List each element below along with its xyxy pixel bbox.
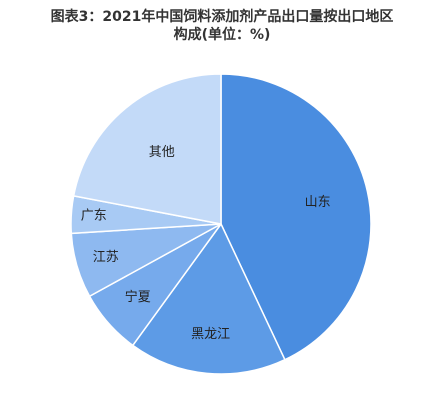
pie-slice-label-3: 宁夏 [125,289,151,305]
pie-slice-label-1: 山东 [305,195,331,210]
pie-slice-6 [72,73,222,225]
pie-slices [70,73,372,375]
pie-slice-1 [220,73,372,361]
pie-slice-label-4: 江苏 [93,249,119,265]
chart-title: 图表3：2021年中国饲料添加剂产品出口量按出口地区 构成(单位：%) [0,8,444,44]
pie-slice-label-6: 其他 [149,145,175,160]
pie-slice-2 [131,222,286,375]
pie-slice-label-5: 广东 [81,209,107,224]
pie-slice-label-2: 黑龙江 [191,327,230,342]
chart-title-line-2: 构成(单位：%) [173,27,271,43]
chart-title-line-1: 图表3：2021年中国饲料添加剂产品出口量按出口地区 [50,9,394,25]
